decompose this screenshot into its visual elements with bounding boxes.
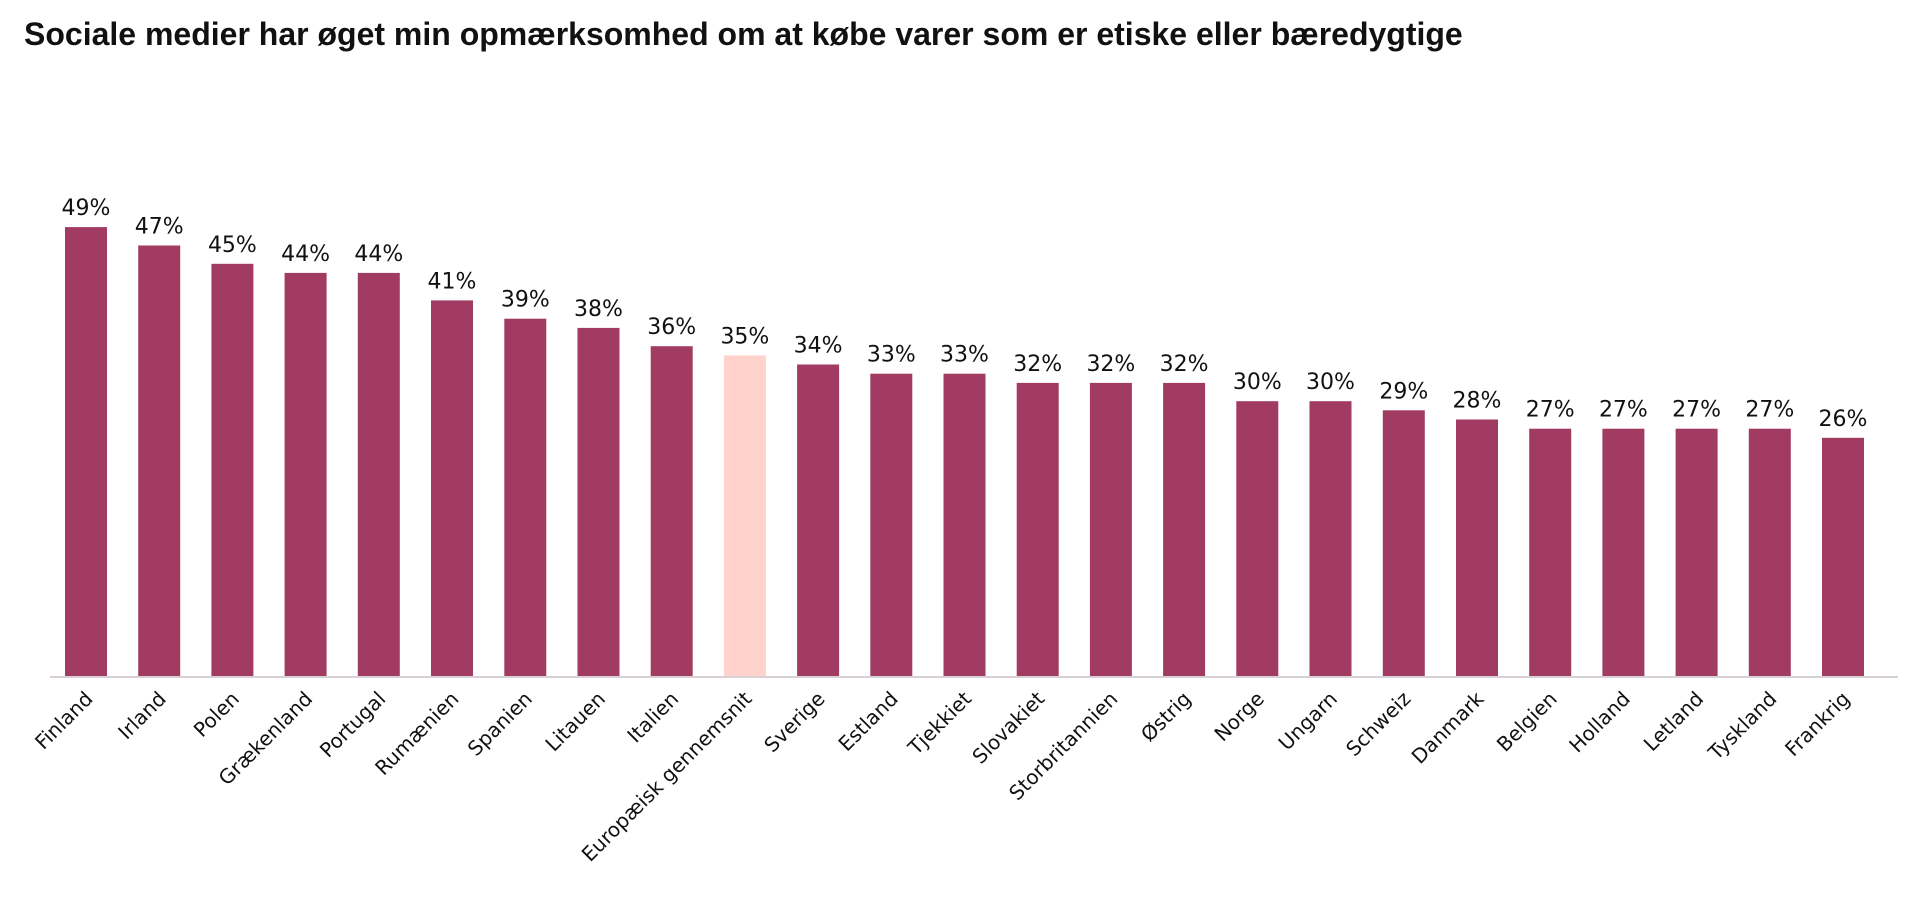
value-label: 41% (428, 269, 477, 294)
value-label: 44% (354, 242, 403, 267)
bar-slovakiet (1016, 382, 1059, 676)
bar-sverige (797, 364, 840, 676)
bar-finland (65, 227, 107, 676)
category-label: Østrig (1136, 687, 1196, 747)
value-label: 35% (720, 324, 769, 349)
value-label: 32% (1013, 352, 1062, 377)
value-label: 27% (1672, 398, 1721, 423)
category-label: Letland (1639, 687, 1708, 756)
value-label: 27% (1526, 398, 1575, 423)
bar-frankrig (1822, 437, 1864, 676)
bar-portugal (357, 272, 400, 676)
value-label: 38% (574, 297, 623, 322)
bar-spanien (504, 318, 547, 676)
category-label: Ungarn (1274, 687, 1342, 755)
value-label: 47% (135, 215, 184, 240)
value-label: 30% (1233, 370, 1282, 395)
bar-belgien (1529, 428, 1572, 676)
category-label: Polen (189, 687, 244, 742)
category-label: Finland (30, 687, 98, 755)
bar-litauen (577, 327, 620, 676)
bar-ungarn (1309, 401, 1352, 676)
value-label: 34% (794, 334, 843, 359)
value-label: 32% (1086, 352, 1135, 377)
bars-group (65, 227, 1864, 676)
value-label: 28% (1453, 389, 1502, 414)
category-label: Belgien (1492, 687, 1562, 757)
bar-irland (138, 245, 181, 676)
value-label: 27% (1745, 398, 1794, 423)
value-label: 29% (1379, 379, 1428, 404)
category-label: Italien (622, 687, 683, 748)
chart-title: Sociale medier har øget min opmærksomhed… (24, 16, 1463, 52)
value-label: 49% (62, 196, 111, 221)
category-label: Norge (1209, 687, 1268, 746)
bar-tjekkiet (943, 373, 986, 676)
bar-storbritannien (1089, 382, 1132, 676)
category-label: Litauen (540, 687, 610, 757)
value-label: 36% (647, 315, 696, 340)
category-label: Danmark (1407, 686, 1489, 768)
bar-italien (650, 346, 693, 676)
value-label: 30% (1306, 370, 1355, 395)
bar-holland (1602, 428, 1645, 676)
bar-østrig (1163, 382, 1206, 676)
bar-grækenland (284, 272, 327, 676)
category-label: Tyskland (1703, 687, 1782, 766)
bar-estland (870, 373, 913, 676)
category-label: Schweiz (1341, 687, 1415, 761)
category-label: Frankrig (1780, 687, 1854, 761)
category-label: Irland (113, 687, 170, 744)
bar-europæisk-gennemsnit (723, 355, 766, 676)
value-label: 39% (501, 288, 550, 313)
value-label: 44% (281, 242, 330, 267)
value-label: 32% (1160, 352, 1209, 377)
bar-letland (1675, 428, 1718, 676)
bar-norge (1236, 401, 1279, 676)
category-label: Sverige (759, 687, 829, 757)
bar-schweiz (1382, 410, 1425, 676)
value-label: 26% (1819, 407, 1868, 432)
category-label: Portugal (315, 687, 391, 763)
bar-rumænien (431, 300, 473, 676)
category-label: Tjekkiet (903, 686, 977, 760)
bar-tyskland (1748, 428, 1791, 676)
category-labels-group: Finland Irland PolenGrækenlandPortugalRumæ… (30, 686, 1855, 866)
value-label: 33% (940, 343, 989, 368)
bar-danmark (1456, 419, 1498, 676)
value-label: 27% (1599, 398, 1648, 423)
value-label: 45% (208, 233, 257, 258)
value-labels-group: 49% 47% 45% 44% 44% 41% 39% 38% 36% 35% 34% 33% 33% 3… (62, 196, 1868, 432)
category-label: Spanien (463, 687, 537, 761)
value-label: 33% (867, 343, 916, 368)
category-label: Holland (1564, 687, 1635, 758)
bar-polen (211, 263, 254, 676)
category-label: Estland (833, 687, 902, 756)
